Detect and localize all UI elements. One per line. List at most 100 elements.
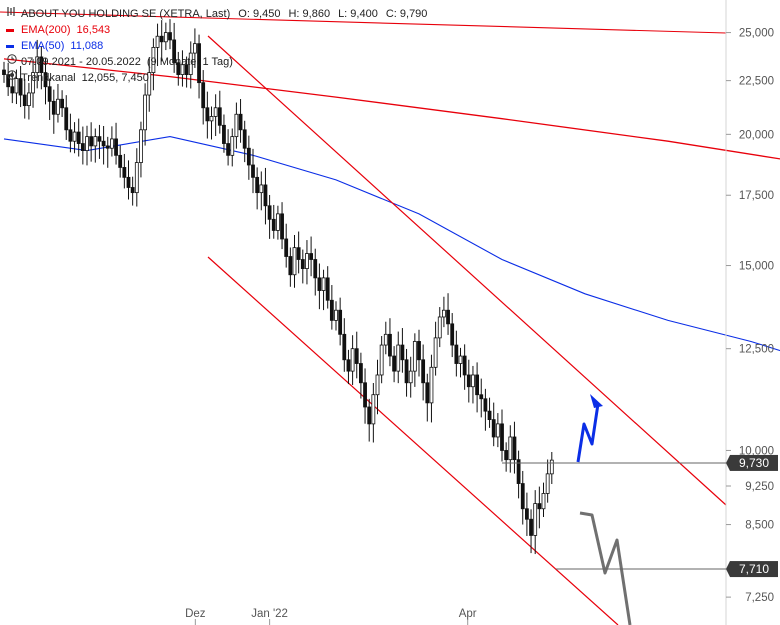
candle: [172, 22, 177, 73]
ema200-swatch: [6, 28, 14, 32]
candle-body: [487, 410, 492, 421]
candle: [97, 124, 102, 159]
y-tick-label: 25,000: [739, 28, 774, 40]
candle-body: [226, 143, 231, 156]
candle: [85, 125, 89, 166]
candle-body: [47, 86, 52, 102]
candle: [388, 318, 392, 367]
y-tick-label: 20,000: [739, 129, 774, 141]
candle-body: [388, 333, 392, 357]
y-tick-label: 17,500: [739, 190, 774, 202]
candle-body: [313, 259, 318, 279]
candle: [168, 19, 172, 50]
candle: [541, 482, 546, 518]
candle-body: [163, 32, 168, 43]
candle: [429, 354, 434, 423]
legend-trendkanal-value: 12,055, 7,450: [81, 72, 149, 84]
price-tags-group: 9,730 7,710: [502, 454, 778, 578]
candle: [43, 58, 48, 105]
candle-body: [39, 56, 44, 73]
candle: [209, 106, 214, 140]
candle-body: [408, 370, 413, 384]
x-axis-group: Dez Jan '22 Apr: [185, 608, 477, 625]
candle: [479, 378, 484, 418]
candle-body: [267, 205, 272, 220]
candle-body: [288, 256, 293, 276]
candle: [197, 34, 201, 99]
candle-body: [118, 154, 123, 168]
long-term-resistance: [0, 11, 727, 34]
candle: [483, 388, 488, 431]
candle-body: [114, 138, 118, 156]
ema50-group: [3, 136, 780, 352]
candle: [159, 20, 164, 62]
candle-body: [110, 138, 114, 149]
candle-body: [441, 309, 446, 318]
candle: [234, 102, 239, 149]
candle: [184, 56, 189, 88]
legend-ema200[interactable]: EMA(200) 16,543: [6, 22, 427, 38]
candle: [238, 99, 243, 143]
candle-body: [126, 176, 131, 188]
trend-channel-upper: [207, 35, 727, 506]
candle-body: [259, 184, 264, 194]
candle: [383, 321, 388, 355]
price-tag-label: 9,730: [739, 456, 769, 470]
candle: [39, 46, 44, 90]
candle-body: [491, 419, 496, 438]
candle-body: [130, 187, 135, 194]
chart-title-row: ABOUT YOU HOLDING SE (XETRA, Last) O: 9,…: [6, 6, 427, 22]
candle-body: [122, 167, 127, 178]
candle-body: [421, 359, 426, 384]
ohlc-open: 9,450: [252, 8, 281, 20]
candle: [56, 83, 60, 123]
candle: [462, 344, 467, 390]
candle: [271, 204, 276, 239]
legend-ema50-label: EMA(50): [21, 40, 65, 52]
candle-body: [400, 344, 405, 361]
candle-body: [197, 43, 201, 84]
candle: [201, 70, 206, 125]
candle-body: [371, 394, 376, 425]
candle: [516, 450, 521, 499]
candle: [508, 425, 513, 473]
candle: [549, 451, 554, 484]
candle: [222, 114, 226, 153]
candle: [139, 121, 143, 178]
candle-body: [168, 32, 172, 41]
candle-body: [93, 136, 98, 147]
candle-body: [458, 355, 463, 364]
legend-period: 07.09.2021 - 20.05.2022 (9 Monate, 1 Tag…: [6, 54, 427, 70]
candle-body: [379, 344, 384, 376]
candle: [300, 249, 305, 284]
candle-body: [500, 423, 504, 451]
candle-body: [143, 94, 148, 131]
candle: [454, 330, 459, 377]
candle: [26, 83, 31, 120]
candle: [475, 362, 480, 413]
legend-ema50[interactable]: EMA(50) 11,088: [6, 38, 427, 54]
candle-body: [334, 309, 338, 321]
candle: [392, 346, 397, 383]
candle-body: [80, 143, 85, 151]
price-tag-box: [730, 454, 778, 471]
candle-body: [246, 147, 251, 166]
candle-body: [51, 100, 56, 115]
legend-trendkanal[interactable]: Trendkanal 12,055, 7,450: [6, 70, 427, 86]
candle-body: [338, 309, 343, 335]
candle-body: [251, 164, 255, 178]
candle: [288, 247, 293, 287]
candle-body: [454, 344, 459, 364]
candle-body: [284, 238, 289, 257]
candle-body: [342, 333, 347, 361]
candle-body: [392, 355, 397, 372]
candle-body: [383, 333, 388, 346]
candle-body: [471, 374, 475, 388]
candle-body: [72, 131, 77, 142]
projection-group: [576, 394, 632, 625]
candle-body: [541, 493, 546, 510]
candle: [267, 194, 272, 239]
candle: [313, 248, 318, 296]
ohlc-low: 9,400: [350, 8, 378, 20]
